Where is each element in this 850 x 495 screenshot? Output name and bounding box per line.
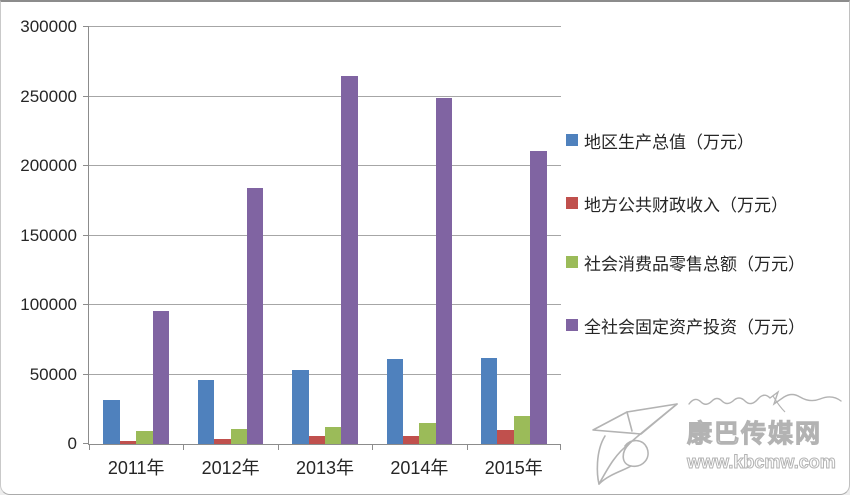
legend-label: 社会消费品零售总额（万元） <box>584 255 805 274</box>
legend-label: 地区生产总值（万元） <box>584 133 754 152</box>
gridline <box>89 304 561 305</box>
x-axis-label: 2014年 <box>390 458 449 478</box>
gridline <box>89 95 561 97</box>
y-axis-label: 150000 <box>20 225 77 245</box>
x-axis-tick <box>277 444 279 450</box>
y-axis-tick <box>83 304 89 305</box>
y-axis-label: 300000 <box>20 17 77 36</box>
watermark-title: 康巴传媒网 <box>687 420 823 449</box>
bar-2012年-series2 <box>214 439 231 444</box>
bar-2012年-series3 <box>230 428 247 444</box>
y-axis-label: 0 <box>67 434 77 453</box>
legend-item-4: 全社会固定资产投资（万元） <box>566 315 846 341</box>
legend-marker-icon <box>566 134 578 146</box>
bar-2013年-series2 <box>308 436 325 444</box>
bar-2015年-series4 <box>530 150 547 444</box>
watermark: 康巴传媒网 www.kbcmw.com <box>585 388 843 490</box>
gridline <box>89 26 561 27</box>
plot-area <box>83 26 561 450</box>
x-axis-tick <box>372 444 374 450</box>
gridline <box>89 373 561 375</box>
bar-2015年-series2 <box>497 430 514 444</box>
bar-2014年-series1 <box>386 359 403 444</box>
x-axis-line <box>88 444 561 445</box>
y-axis-tick <box>83 165 89 166</box>
x-axis-label: 2015年 <box>484 458 543 478</box>
bar-2011年-series3 <box>136 430 153 444</box>
y-axis-label: 200000 <box>20 156 77 175</box>
x-axis-tick <box>89 444 90 450</box>
legend-item-2: 地方公共财政收入（万元） <box>566 193 846 219</box>
legend-label: 地方公共财政收入（万元） <box>584 196 788 215</box>
bar-2014年-series2 <box>403 435 420 444</box>
watermark-squiggle-icon <box>688 390 842 413</box>
watermark-url: www.kbcmw.com <box>687 452 837 473</box>
bar-2011年-series1 <box>103 399 120 444</box>
x-axis-tick <box>183 444 185 450</box>
legend-item-3: 社会消费品零售总额（万元） <box>566 252 846 278</box>
gridline <box>89 165 561 166</box>
bar-2013年-series4 <box>341 75 358 444</box>
legend-marker-icon <box>566 256 578 268</box>
bar-2011年-series2 <box>119 440 137 444</box>
legend-marker-icon <box>566 319 578 331</box>
bar-2012年-series1 <box>197 380 215 444</box>
y-axis-tick <box>83 373 89 375</box>
x-axis-tick <box>560 444 561 450</box>
y-axis-label: 50000 <box>29 364 77 384</box>
watermark-logo-icon <box>592 403 678 485</box>
bar-2013年-series3 <box>325 426 342 444</box>
y-axis-tick <box>83 443 89 444</box>
x-axis-label: 2012年 <box>201 458 260 478</box>
x-axis-label: 2013年 <box>295 458 355 478</box>
legend-label: 全社会固定资产投资（万元） <box>584 318 805 337</box>
y-axis-line <box>88 27 89 444</box>
x-axis-label: 2011年 <box>107 458 165 478</box>
legend-marker-icon <box>566 197 578 209</box>
y-axis-tick <box>83 234 89 236</box>
bar-2013年-series1 <box>292 370 309 444</box>
y-axis-label: 250000 <box>20 86 77 106</box>
bar-2014年-series4 <box>435 97 453 444</box>
bar-2015年-series3 <box>513 416 531 444</box>
x-axis-tick <box>466 444 468 450</box>
bar-2015年-series1 <box>481 357 498 444</box>
legend: 地区生产总值（万元） 地方公共财政收入（万元） 社会消费品零售总额（万元） 全社会固定… <box>566 120 846 390</box>
legend-item-1: 地区生产总值（万元） <box>566 130 846 156</box>
y-axis-tick <box>83 26 89 27</box>
bar-2012年-series4 <box>247 188 264 444</box>
y-axis-label: 100000 <box>20 295 77 314</box>
y-axis-tick <box>83 95 89 97</box>
bar-2011年-series4 <box>152 310 169 444</box>
bar-2014年-series3 <box>419 423 436 444</box>
gridline <box>89 234 561 236</box>
